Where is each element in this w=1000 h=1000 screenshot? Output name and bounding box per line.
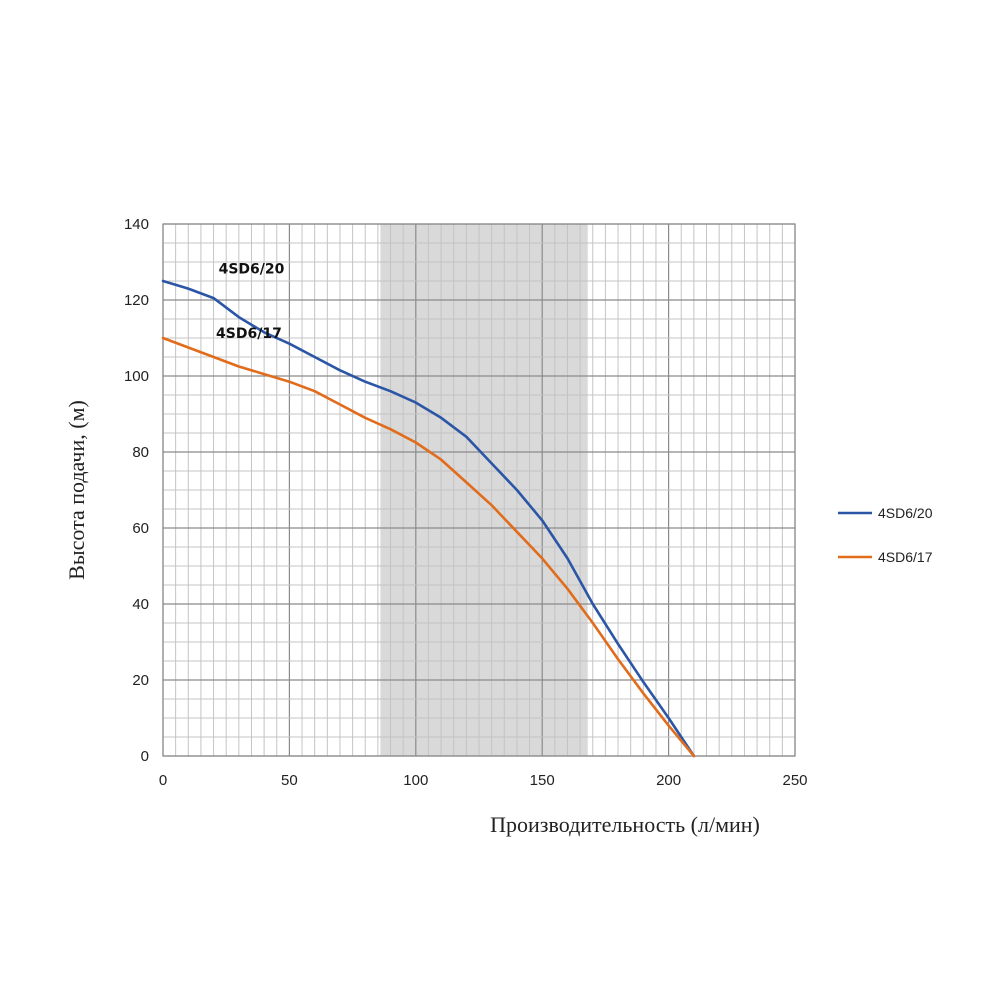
y-tick-label: 100 — [124, 368, 149, 385]
plot-frame — [162, 223, 796, 757]
series-line-4sd6-17 — [161, 336, 696, 758]
y-tick-label: 60 — [132, 520, 149, 537]
series-layer — [161, 279, 696, 758]
y-tick-label: 140 — [124, 216, 149, 233]
y-tick-label: 40 — [132, 596, 149, 613]
series-line-4sd6-20 — [161, 279, 696, 758]
y-axis-title: Высота подачи, (м) — [64, 400, 89, 580]
series-annotation: 4SD6/17 — [216, 326, 282, 342]
x-tick-label: 50 — [281, 772, 298, 789]
x-tick-label: 0 — [159, 772, 167, 789]
x-tick-label: 250 — [782, 772, 807, 789]
x-tick-label: 200 — [656, 772, 681, 789]
legend-label: 4SD6/20 — [878, 505, 933, 521]
grid-layer — [162, 223, 796, 757]
x-axis-title: Производительность (л/мин) — [490, 812, 760, 837]
legend-label: 4SD6/17 — [878, 549, 933, 565]
y-tick-label: 0 — [141, 748, 149, 765]
legend-layer: 4SD6/20 4SD6/17 — [838, 505, 933, 565]
annotation-layer: 4SD6/20 4SD6/17 — [216, 261, 285, 342]
axis-layer: 0 50 100 150 200 250 0 20 40 60 80 100 120 140 — [124, 216, 808, 789]
x-tick-label: 100 — [403, 772, 428, 789]
y-tick-label: 20 — [132, 672, 149, 689]
x-tick-label: 150 — [530, 772, 555, 789]
series-annotation: 4SD6/20 — [219, 261, 285, 277]
y-tick-label: 120 — [124, 292, 149, 309]
y-tick-label: 80 — [132, 444, 149, 461]
